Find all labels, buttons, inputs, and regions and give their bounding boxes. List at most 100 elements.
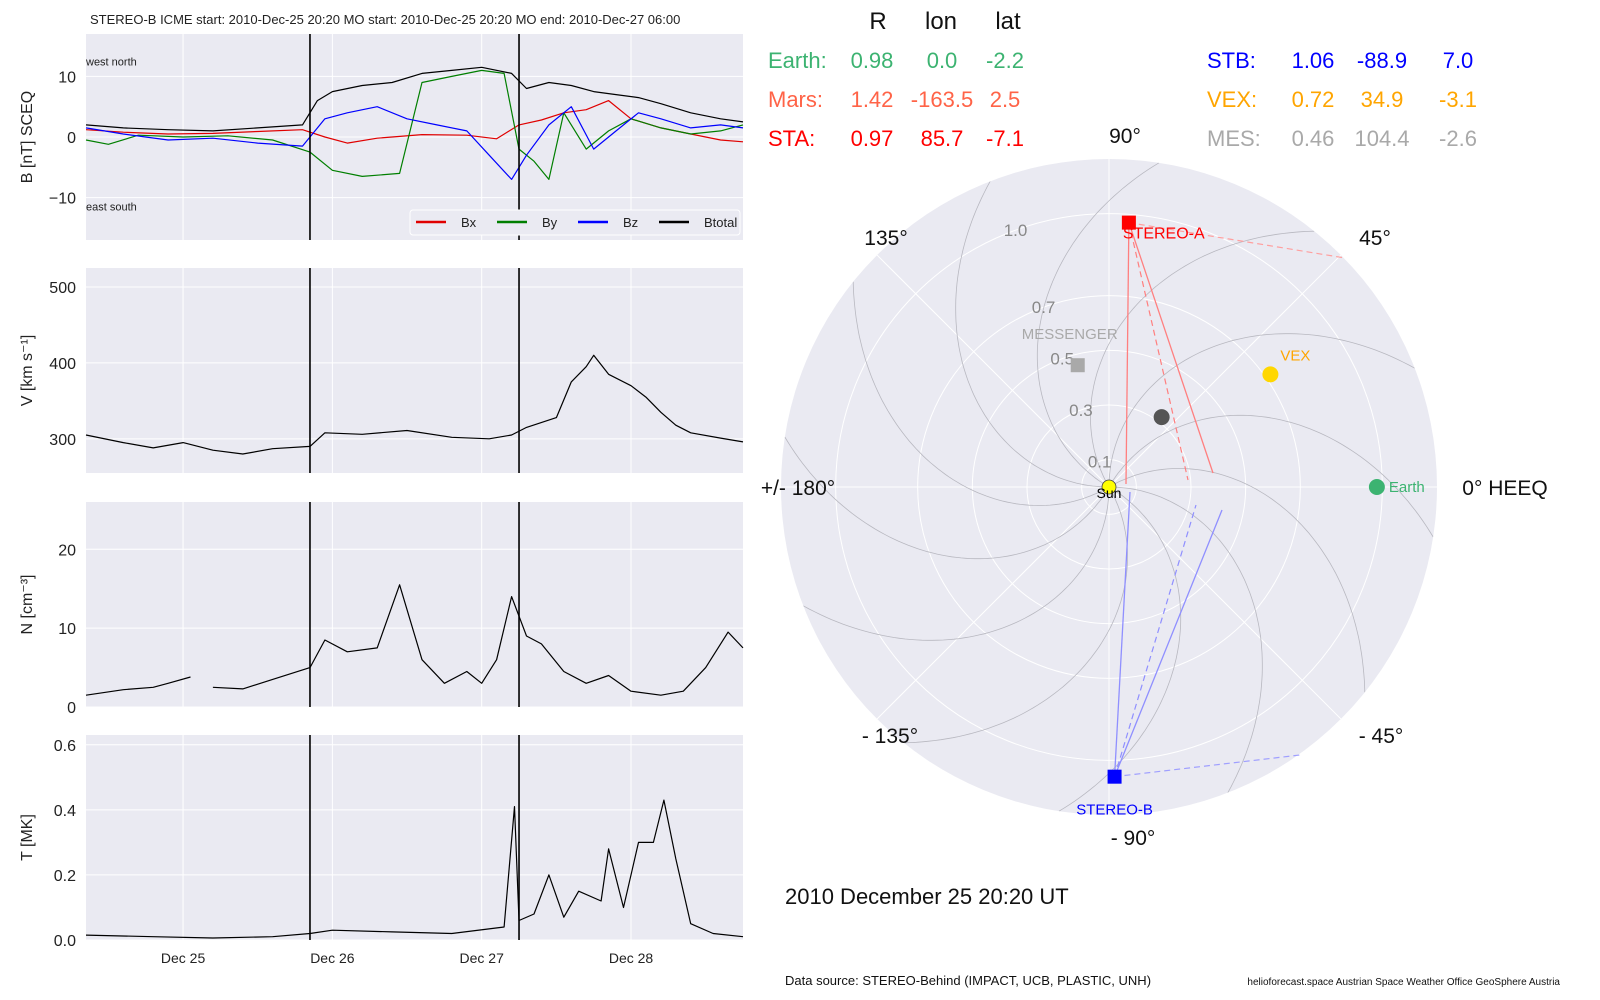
panel-background <box>86 268 743 473</box>
y-tick-label: 0.4 <box>54 803 76 820</box>
table-header-lat: lat <box>995 8 1021 35</box>
parker-spirals <box>784 162 1434 812</box>
y-axis-label: N [cm⁻³] <box>19 575 36 635</box>
y-axis-label: T [MK] <box>19 814 36 861</box>
label-stereo-b: STEREO-B <box>1076 802 1153 819</box>
angular-gridline <box>1108 254 1342 488</box>
angular-gridline <box>876 486 1110 720</box>
y-tick-label: 400 <box>49 356 76 373</box>
table-label-earth: Earth: <box>768 48 827 73</box>
theta-label: +/- 180° <box>761 477 835 500</box>
footer-date: 2010 December 25 20:20 UT <box>785 884 1069 909</box>
y-tick-label: 0 <box>67 700 76 717</box>
table-label-mes: MES: <box>1207 126 1261 151</box>
r-tick-label: 1.0 <box>1004 221 1028 240</box>
r-tick-label: 0.5 <box>1050 350 1074 369</box>
x-tick-label: Dec 26 <box>310 950 355 966</box>
footer-credits: helioforecast.space Austrian Space Weath… <box>1247 977 1560 988</box>
series-line-n <box>85 584 744 696</box>
table-r-mars: 1.42 <box>851 87 894 112</box>
y-tick-label: 0.2 <box>54 868 76 885</box>
legend-label-by: By <box>542 215 558 230</box>
table-label-stb: STB: <box>1207 48 1256 73</box>
marker-messenger <box>1070 358 1085 373</box>
marker-vex <box>1262 366 1279 383</box>
spiral-line <box>1036 162 1160 488</box>
stb-fov-line <box>1113 491 1131 777</box>
table-r-sta: 0.97 <box>851 126 894 151</box>
table-label-sta: STA: <box>768 126 815 151</box>
spiral-line <box>955 181 1110 488</box>
table-header-r: R <box>869 8 886 35</box>
theta-label: 45° <box>1359 227 1391 250</box>
marker-sun <box>1101 479 1117 495</box>
x-tick-label: Dec 28 <box>609 950 654 966</box>
legend-label-btotal: Btotal <box>704 215 737 230</box>
x-tick-label: Dec 25 <box>161 950 206 966</box>
marker-stereo-b <box>1107 769 1122 784</box>
spiral-line <box>1108 468 1366 693</box>
x-tick-label: Dec 27 <box>460 950 505 966</box>
y-axis-label: V [km s⁻¹] <box>19 335 36 407</box>
spiral-line <box>1108 333 1415 488</box>
series-line-btotal <box>85 66 744 132</box>
spiral-line <box>784 436 1110 560</box>
label-messenger: MESSENGER <box>1022 326 1118 343</box>
table-r-vex: 0.72 <box>1292 87 1335 112</box>
theta-label: 0° HEEQ <box>1462 477 1547 500</box>
table-lat-vex: -3.1 <box>1439 87 1477 112</box>
legend-label-bx: Bx <box>461 215 477 230</box>
series-line-bz <box>85 106 744 180</box>
y-tick-label: 300 <box>49 432 76 449</box>
spiral-line <box>852 281 1110 506</box>
table-lat-earth: -2.2 <box>986 48 1024 73</box>
table-lon-stb: -88.9 <box>1357 48 1407 73</box>
table-lon-sta: 85.7 <box>921 126 964 151</box>
table-lon-mars: -163.5 <box>911 87 973 112</box>
y-tick-label: −10 <box>49 191 76 208</box>
y-tick-label: 20 <box>58 542 76 559</box>
spiral-line <box>1108 414 1434 538</box>
theta-label: 135° <box>864 227 907 250</box>
y-tick-label: 10 <box>58 69 76 86</box>
table-lat-mars: 2.5 <box>990 87 1021 112</box>
legend: Bx By Bz Btotal <box>409 209 741 236</box>
angular-gridline <box>876 254 1110 488</box>
sta-fov-line <box>1128 222 1214 474</box>
r-tick-label: 0.7 <box>1032 298 1056 317</box>
footer-source: Data source: STEREO-Behind (IMPACT, UCB,… <box>785 973 1151 988</box>
annotation: east south <box>86 202 137 214</box>
position-plot: 0.1 0.3 0.5 0.7 1.0 0° HEEQ 45° 90° 135° +/- 180°… <box>761 125 1548 850</box>
panel-background <box>86 735 743 940</box>
table-r-mes: 0.46 <box>1292 126 1335 151</box>
y-tick-label: 500 <box>49 280 76 297</box>
label-vex: VEX <box>1280 347 1310 364</box>
table-lat-sta: -7.1 <box>986 126 1024 151</box>
spiral-line <box>1090 230 1315 488</box>
panel-background <box>86 502 743 707</box>
r-tick-label: 0.1 <box>1088 452 1112 471</box>
table-lon-mes: 104.4 <box>1354 126 1409 151</box>
table-r-earth: 0.98 <box>851 48 894 73</box>
header-title: STEREO-B ICME start: 2010-Dec-25 20:20 M… <box>90 12 680 27</box>
marker-stereo-a <box>1121 215 1136 230</box>
marker-unlabelled <box>1153 409 1170 426</box>
panel-temperature: 0.0 0.2 0.4 0.6 T [MK] Dec 25 Dec 26 Dec 27 Dec … <box>19 735 744 966</box>
y-tick-label: 0 <box>67 130 76 147</box>
label-earth: Earth <box>1389 479 1425 496</box>
label-sun: Sun <box>1097 485 1122 501</box>
panel-density: 0 10 20 N [cm⁻³] <box>19 502 744 717</box>
table-label-vex: VEX: <box>1207 87 1257 112</box>
stb-fov-line <box>1113 509 1223 777</box>
stb-fov-dashed <box>1113 504 1197 777</box>
theta-label: - 135° <box>862 725 918 748</box>
table-r-stb: 1.06 <box>1292 48 1335 73</box>
table-lon-earth: 0.0 <box>927 48 958 73</box>
theta-label: - 90° <box>1111 827 1156 850</box>
label-stereo-a: STEREO-A <box>1123 226 1205 243</box>
table-lon-vex: 34.9 <box>1361 87 1404 112</box>
theta-label: - 45° <box>1359 725 1404 748</box>
